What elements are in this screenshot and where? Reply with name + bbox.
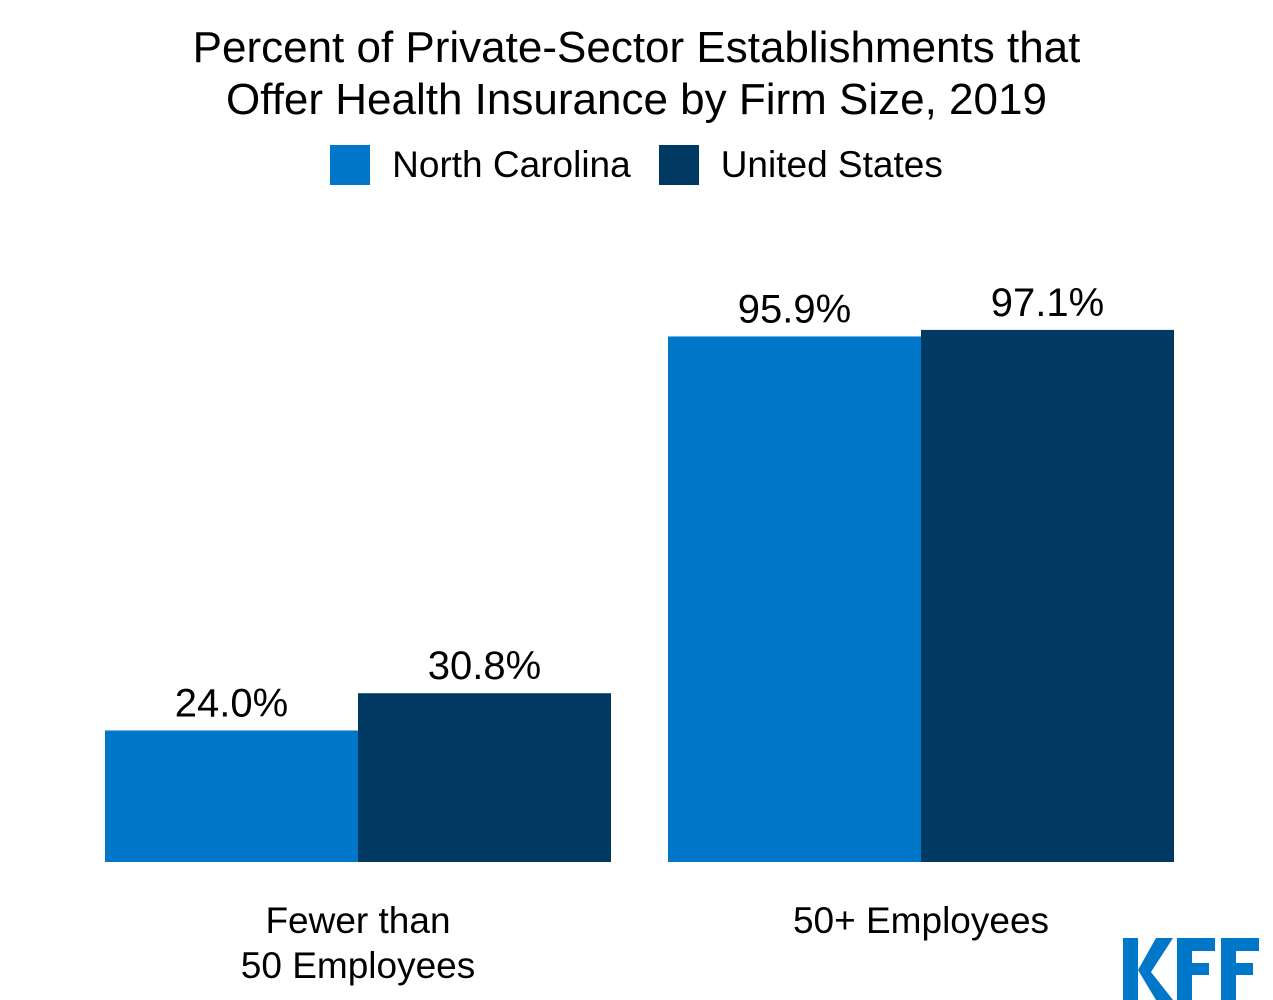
legend-item-united-states: United States: [658, 144, 943, 186]
bar-united-states-fewer-than-50-employees: [358, 693, 611, 862]
category-label-line: 50 Employees: [241, 945, 475, 986]
bar-north-carolina-50-employees: [668, 336, 921, 862]
kff-logo: [1123, 938, 1259, 1000]
legend-swatch-north-carolina: [330, 145, 371, 185]
legend-swatch-united-states: [658, 145, 699, 185]
bar-north-carolina-fewer-than-50-employees: [105, 730, 358, 862]
data-label-united-states-50-employees: 97.1%: [991, 281, 1104, 325]
chart-title-line-2: Offer Health Insurance by Firm Size, 201…: [226, 75, 1047, 124]
category-label-50-employees: 50+ Employees: [793, 900, 1049, 941]
chart-title-line-1: Percent of Private-Sector Establishments…: [192, 23, 1081, 72]
data-label-north-carolina-50-employees: 95.9%: [738, 287, 851, 331]
legend-label-united-states: United States: [720, 144, 943, 185]
data-label-united-states-fewer-than-50-employees: 30.8%: [428, 644, 541, 688]
chart-title: Percent of Private-Sector Establishments…: [0, 22, 1273, 126]
data-label-north-carolina-fewer-than-50-employees: 24.0%: [175, 681, 288, 725]
chart-legend: North Carolina United States: [0, 144, 1273, 186]
legend-label-north-carolina: North Carolina: [392, 144, 631, 185]
bar-united-states-50-employees: [921, 329, 1174, 863]
category-label-fewer-than-50-employees: Fewer than 50 Employees: [241, 900, 475, 986]
legend-item-north-carolina: North Carolina: [330, 144, 631, 186]
category-label-line: Fewer than: [265, 900, 450, 941]
category-label-line: 50+ Employees: [793, 900, 1049, 941]
